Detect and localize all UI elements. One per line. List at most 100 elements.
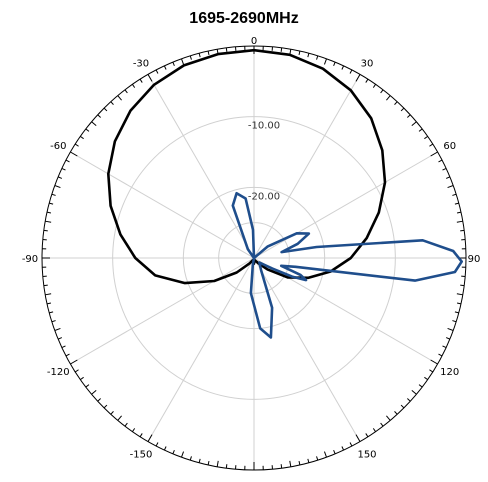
angle-tick-label: 30 xyxy=(361,58,374,69)
angle-tick-mark xyxy=(280,464,283,469)
angle-tick-mark xyxy=(424,376,428,381)
angle-tick-mark xyxy=(163,65,167,70)
angle-tick-mark xyxy=(207,460,210,466)
angle-tick-mark xyxy=(394,101,398,105)
angle-tick-mark xyxy=(74,369,79,373)
angle-tick-label: -90 xyxy=(22,254,38,265)
angle-tick-mark xyxy=(172,449,175,455)
angle-tick-mark xyxy=(460,229,465,232)
angle-tick-mark xyxy=(57,337,63,340)
angle-tick-mark xyxy=(298,50,301,56)
angle-tick-mark xyxy=(411,121,417,126)
angle-tick-mark xyxy=(51,193,56,196)
angle-tick-mark xyxy=(438,353,443,357)
angle-tick-mark xyxy=(316,456,319,461)
angle-tick-label: 120 xyxy=(440,367,459,378)
angle-tick-mark xyxy=(424,135,428,140)
angle-tick-mark xyxy=(355,434,361,442)
angle-tick-mark xyxy=(452,320,457,323)
angle-tick-mark xyxy=(110,101,114,105)
angle-tick-mark xyxy=(407,398,411,402)
angle-tick-label: -60 xyxy=(50,141,66,152)
angle-tick-mark xyxy=(163,446,167,451)
angle-tick-mark xyxy=(456,211,462,214)
angle-tick-mark xyxy=(323,58,327,65)
ring-label: -20.00 xyxy=(248,191,280,202)
angle-tick-mark xyxy=(110,411,114,415)
grid-spoke xyxy=(253,74,361,259)
angle-tick-mark xyxy=(54,185,61,189)
angle-tick-mark xyxy=(456,302,462,305)
angle-tick-mark xyxy=(198,53,201,58)
angle-tick-mark xyxy=(181,451,185,458)
angle-tick-mark xyxy=(43,229,48,232)
angle-tick-mark xyxy=(307,458,310,463)
angle-tick-mark xyxy=(181,58,185,65)
chart-title: 1695-2690MHz xyxy=(189,10,299,27)
angle-tick-mark xyxy=(418,128,423,132)
angle-tick-mark xyxy=(430,151,438,157)
angle-tick-mark xyxy=(117,415,122,421)
angle-tick-mark xyxy=(316,55,319,60)
angle-tick-label: -120 xyxy=(47,367,70,378)
angle-tick-mark xyxy=(91,390,97,395)
angle-tick-mark xyxy=(307,53,310,58)
angle-tick-mark xyxy=(323,451,327,458)
angle-tick-mark xyxy=(460,284,465,287)
angle-tick-mark xyxy=(418,384,423,388)
angle-tick-mark xyxy=(46,302,52,305)
grid-spoke xyxy=(70,257,255,365)
angle-tick-mark xyxy=(198,458,201,463)
angle-tick-mark xyxy=(70,359,78,365)
angle-tick-mark xyxy=(97,398,101,402)
angle-tick-mark xyxy=(298,460,301,466)
angle-tick-label: 150 xyxy=(357,450,376,461)
grid-spoke xyxy=(147,74,255,259)
angle-tick-mark xyxy=(429,369,434,373)
angle-tick-mark xyxy=(341,446,345,451)
angle-tick-mark xyxy=(225,464,228,469)
angle-tick-mark xyxy=(43,284,48,287)
angle-tick-mark xyxy=(54,327,61,331)
angle-tick-mark xyxy=(333,61,336,67)
angle-tick-mark xyxy=(80,376,84,381)
blue-series-line xyxy=(231,191,463,339)
angle-tick-mark xyxy=(407,114,411,118)
angle-tick-mark xyxy=(117,95,122,101)
grid-spoke xyxy=(70,151,255,259)
angle-tick-mark xyxy=(207,50,210,56)
angle-tick-mark xyxy=(51,320,56,323)
angle-tick-mark xyxy=(45,293,52,296)
grid-spoke xyxy=(147,257,255,442)
angle-tick-mark xyxy=(147,434,153,442)
angle-tick-mark xyxy=(85,128,90,132)
angle-tick-mark xyxy=(139,433,143,438)
angle-tick-mark xyxy=(85,384,90,388)
angle-tick-mark xyxy=(189,456,192,461)
angle-tick-mark xyxy=(216,460,219,467)
angle-tick-mark xyxy=(97,114,101,118)
angle-tick-mark xyxy=(386,415,391,421)
angle-tick-mark xyxy=(49,311,54,314)
angle-tick-mark xyxy=(74,143,79,147)
angle-tick-mark xyxy=(280,47,283,52)
angle-tick-mark xyxy=(147,74,153,82)
angle-tick-mark xyxy=(447,185,454,189)
angle-tick-mark xyxy=(131,428,136,432)
angle-tick-mark xyxy=(65,353,70,357)
angle-tick-mark xyxy=(454,202,459,205)
angle-tick-mark xyxy=(445,176,451,179)
angle-tick-mark xyxy=(380,89,384,94)
angle-tick-mark xyxy=(442,345,447,349)
angle-tick-mark xyxy=(447,327,454,331)
angle-tick-mark xyxy=(365,78,369,83)
angle-tick-mark xyxy=(349,69,353,74)
angle-tick-mark xyxy=(454,311,459,314)
grid-spoke xyxy=(253,151,438,259)
angle-tick-mark xyxy=(341,65,345,70)
angle-tick-mark xyxy=(80,135,84,140)
angle-tick-mark xyxy=(445,337,451,340)
angle-tick-mark xyxy=(45,220,52,223)
angle-tick-mark xyxy=(189,55,192,60)
angle-tick-mark xyxy=(155,69,159,74)
